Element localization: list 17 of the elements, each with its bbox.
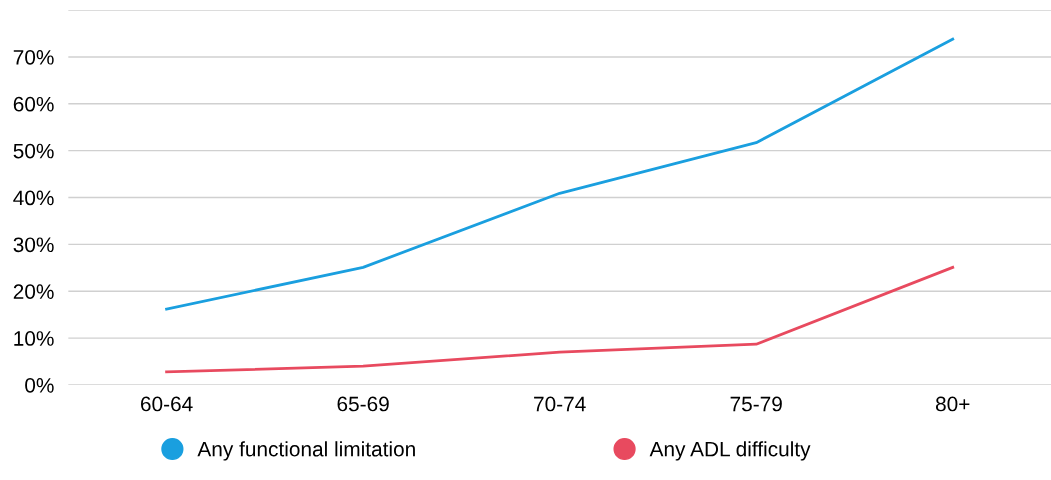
y-tick-label: 60% — [13, 96, 54, 112]
y-tick-label: 10% — [14, 331, 54, 346]
x-tick-label: 65-69 — [337, 396, 389, 412]
y-tick-label: 30% — [13, 237, 54, 253]
y-tick-label: 0% — [25, 377, 54, 393]
y-tick-label: 20% — [13, 284, 54, 299]
x-tick-label: 75-79 — [730, 396, 782, 412]
x-tick-label: 60-64 — [141, 396, 193, 412]
legend-label: Any ADL difficulty — [649, 441, 811, 461]
line-series — [165, 265, 955, 374]
x-tick-label: 70-74 — [534, 396, 586, 412]
line-series — [165, 37, 955, 311]
legend-label: Any functional limitation — [197, 441, 415, 461]
y-tick-label: 50% — [13, 143, 54, 159]
y-tick-label: 70% — [13, 49, 54, 65]
x-tick-label: 80+ — [935, 396, 970, 412]
y-tick-label: 40% — [13, 190, 54, 206]
